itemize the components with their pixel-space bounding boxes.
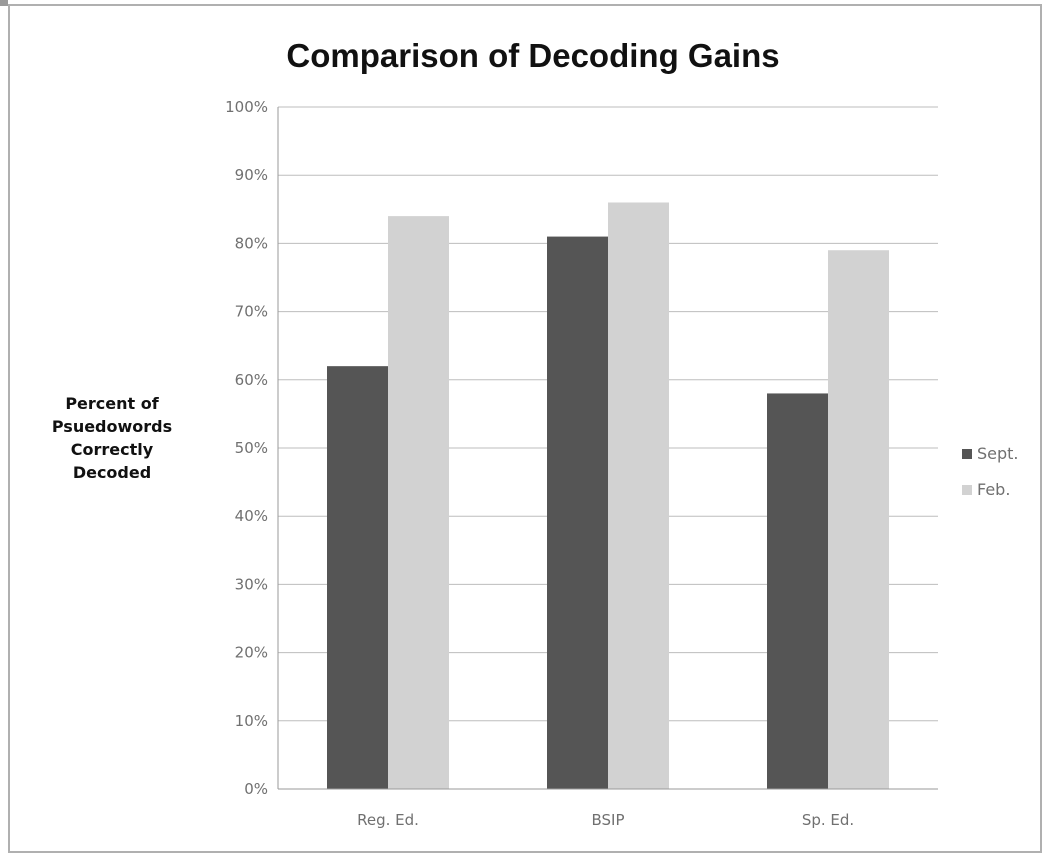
y-tick-label: 70% bbox=[235, 303, 268, 321]
legend: Sept. Feb. bbox=[962, 444, 1019, 499]
x-tick-label: BSIP bbox=[591, 811, 624, 829]
y-tick-label: 10% bbox=[235, 712, 268, 730]
y-tick-label: 80% bbox=[235, 234, 268, 252]
bar-feb-2 bbox=[828, 250, 889, 790]
x-tick-label: Reg. Ed. bbox=[357, 811, 419, 829]
bar-sept-0 bbox=[327, 366, 388, 789]
x-tick-label: Sp. Ed. bbox=[802, 811, 854, 829]
y-axis-label-line: Correctly bbox=[71, 440, 154, 459]
bar-feb-1 bbox=[608, 202, 669, 790]
y-tick-label: 90% bbox=[235, 166, 268, 184]
legend-label: Feb. bbox=[977, 480, 1010, 499]
legend-swatch bbox=[962, 449, 972, 459]
y-tick-label: 40% bbox=[235, 507, 268, 525]
y-tick-label: 50% bbox=[235, 439, 268, 457]
y-tick-label: 0% bbox=[244, 780, 268, 798]
bar-feb-0 bbox=[388, 216, 449, 789]
y-axis-label-line: Psuedowords bbox=[52, 417, 172, 436]
bars bbox=[327, 202, 889, 790]
y-axis-label-line: Decoded bbox=[73, 463, 151, 482]
y-axis-label-line: Percent of bbox=[65, 394, 159, 413]
bar-sept-2 bbox=[767, 393, 828, 789]
legend-label: Sept. bbox=[977, 444, 1019, 463]
chart-title: Comparison of Decoding Gains bbox=[286, 37, 779, 74]
x-axis-ticks: Reg. Ed. BSIP Sp. Ed. bbox=[278, 788, 938, 829]
y-axis-ticks: 0% 10% 20% 30% 40% 50% 60% 70% 80% 90% 100% bbox=[225, 98, 268, 798]
legend-swatch bbox=[962, 485, 972, 495]
y-tick-label: 60% bbox=[235, 371, 268, 389]
figure-corner-mark bbox=[0, 0, 8, 6]
y-tick-label: 100% bbox=[225, 98, 268, 116]
bar-sept-1 bbox=[547, 236, 608, 789]
y-axis-label: Percent of Psuedowords Correctly Decoded bbox=[52, 394, 172, 482]
y-tick-label: 30% bbox=[235, 575, 268, 593]
y-tick-label: 20% bbox=[235, 644, 268, 662]
